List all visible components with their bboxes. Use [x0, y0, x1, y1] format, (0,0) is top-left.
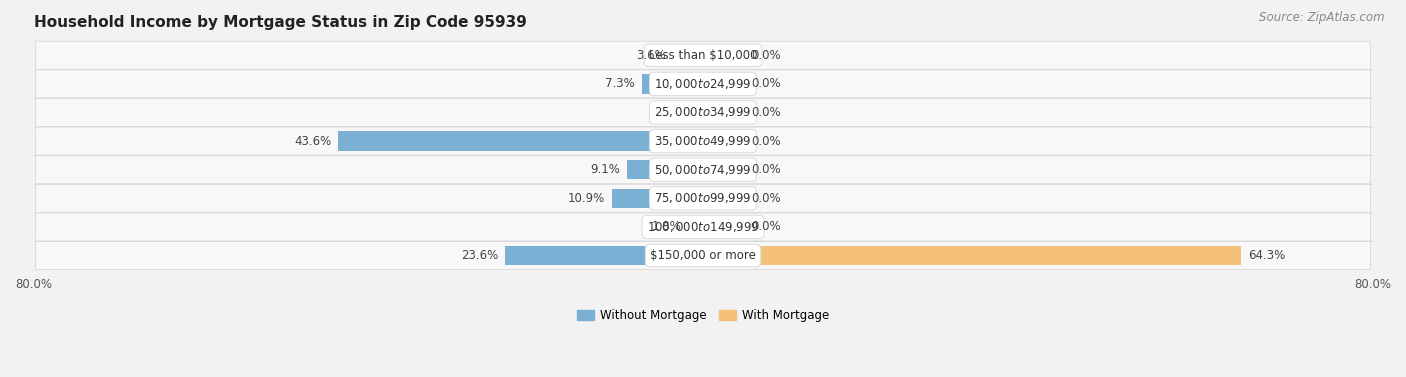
Text: $100,000 to $149,999: $100,000 to $149,999	[647, 220, 759, 234]
Bar	[703, 103, 745, 122]
Text: $35,000 to $49,999: $35,000 to $49,999	[654, 134, 752, 148]
Text: 3.6%: 3.6%	[637, 49, 666, 62]
Bar	[506, 246, 703, 265]
FancyBboxPatch shape	[35, 98, 1371, 127]
FancyBboxPatch shape	[35, 70, 1371, 98]
Legend: Without Mortgage, With Mortgage: Without Mortgage, With Mortgage	[574, 305, 832, 325]
Text: 0.0%: 0.0%	[752, 163, 782, 176]
Text: Source: ZipAtlas.com: Source: ZipAtlas.com	[1260, 11, 1385, 24]
Text: 0.0%: 0.0%	[752, 221, 782, 233]
Text: 9.1%: 9.1%	[591, 163, 620, 176]
Text: $10,000 to $24,999: $10,000 to $24,999	[654, 77, 752, 91]
Bar	[643, 74, 703, 93]
Text: $25,000 to $34,999: $25,000 to $34,999	[654, 106, 752, 120]
Text: Less than $10,000: Less than $10,000	[648, 49, 758, 62]
Bar	[703, 160, 745, 179]
Bar	[703, 131, 745, 151]
Text: 0.0%: 0.0%	[752, 192, 782, 205]
FancyBboxPatch shape	[35, 41, 1371, 69]
Bar	[703, 74, 745, 93]
FancyBboxPatch shape	[35, 184, 1371, 212]
FancyBboxPatch shape	[35, 156, 1371, 184]
Bar	[703, 46, 745, 65]
Text: 0.0%: 0.0%	[752, 77, 782, 90]
FancyBboxPatch shape	[35, 213, 1371, 241]
Bar	[688, 217, 703, 237]
FancyBboxPatch shape	[35, 242, 1371, 270]
Bar	[627, 160, 703, 179]
Text: $75,000 to $99,999: $75,000 to $99,999	[654, 191, 752, 205]
Text: 0.0%: 0.0%	[752, 49, 782, 62]
Bar	[337, 131, 703, 151]
Bar	[673, 46, 703, 65]
Text: 1.8%: 1.8%	[651, 221, 682, 233]
Text: 43.6%: 43.6%	[294, 135, 332, 148]
Text: $150,000 or more: $150,000 or more	[650, 249, 756, 262]
Text: $50,000 to $74,999: $50,000 to $74,999	[654, 163, 752, 177]
Text: 0.0%: 0.0%	[752, 106, 782, 119]
Text: 23.6%: 23.6%	[461, 249, 499, 262]
Text: 64.3%: 64.3%	[1247, 249, 1285, 262]
Text: 7.3%: 7.3%	[606, 77, 636, 90]
Bar	[703, 188, 745, 208]
Text: Household Income by Mortgage Status in Zip Code 95939: Household Income by Mortgage Status in Z…	[34, 15, 526, 30]
Bar	[686, 103, 703, 122]
Text: 10.9%: 10.9%	[568, 192, 605, 205]
Bar	[703, 217, 745, 237]
Bar	[703, 246, 1241, 265]
Text: 0.0%: 0.0%	[752, 135, 782, 148]
Bar	[612, 188, 703, 208]
FancyBboxPatch shape	[35, 127, 1371, 155]
